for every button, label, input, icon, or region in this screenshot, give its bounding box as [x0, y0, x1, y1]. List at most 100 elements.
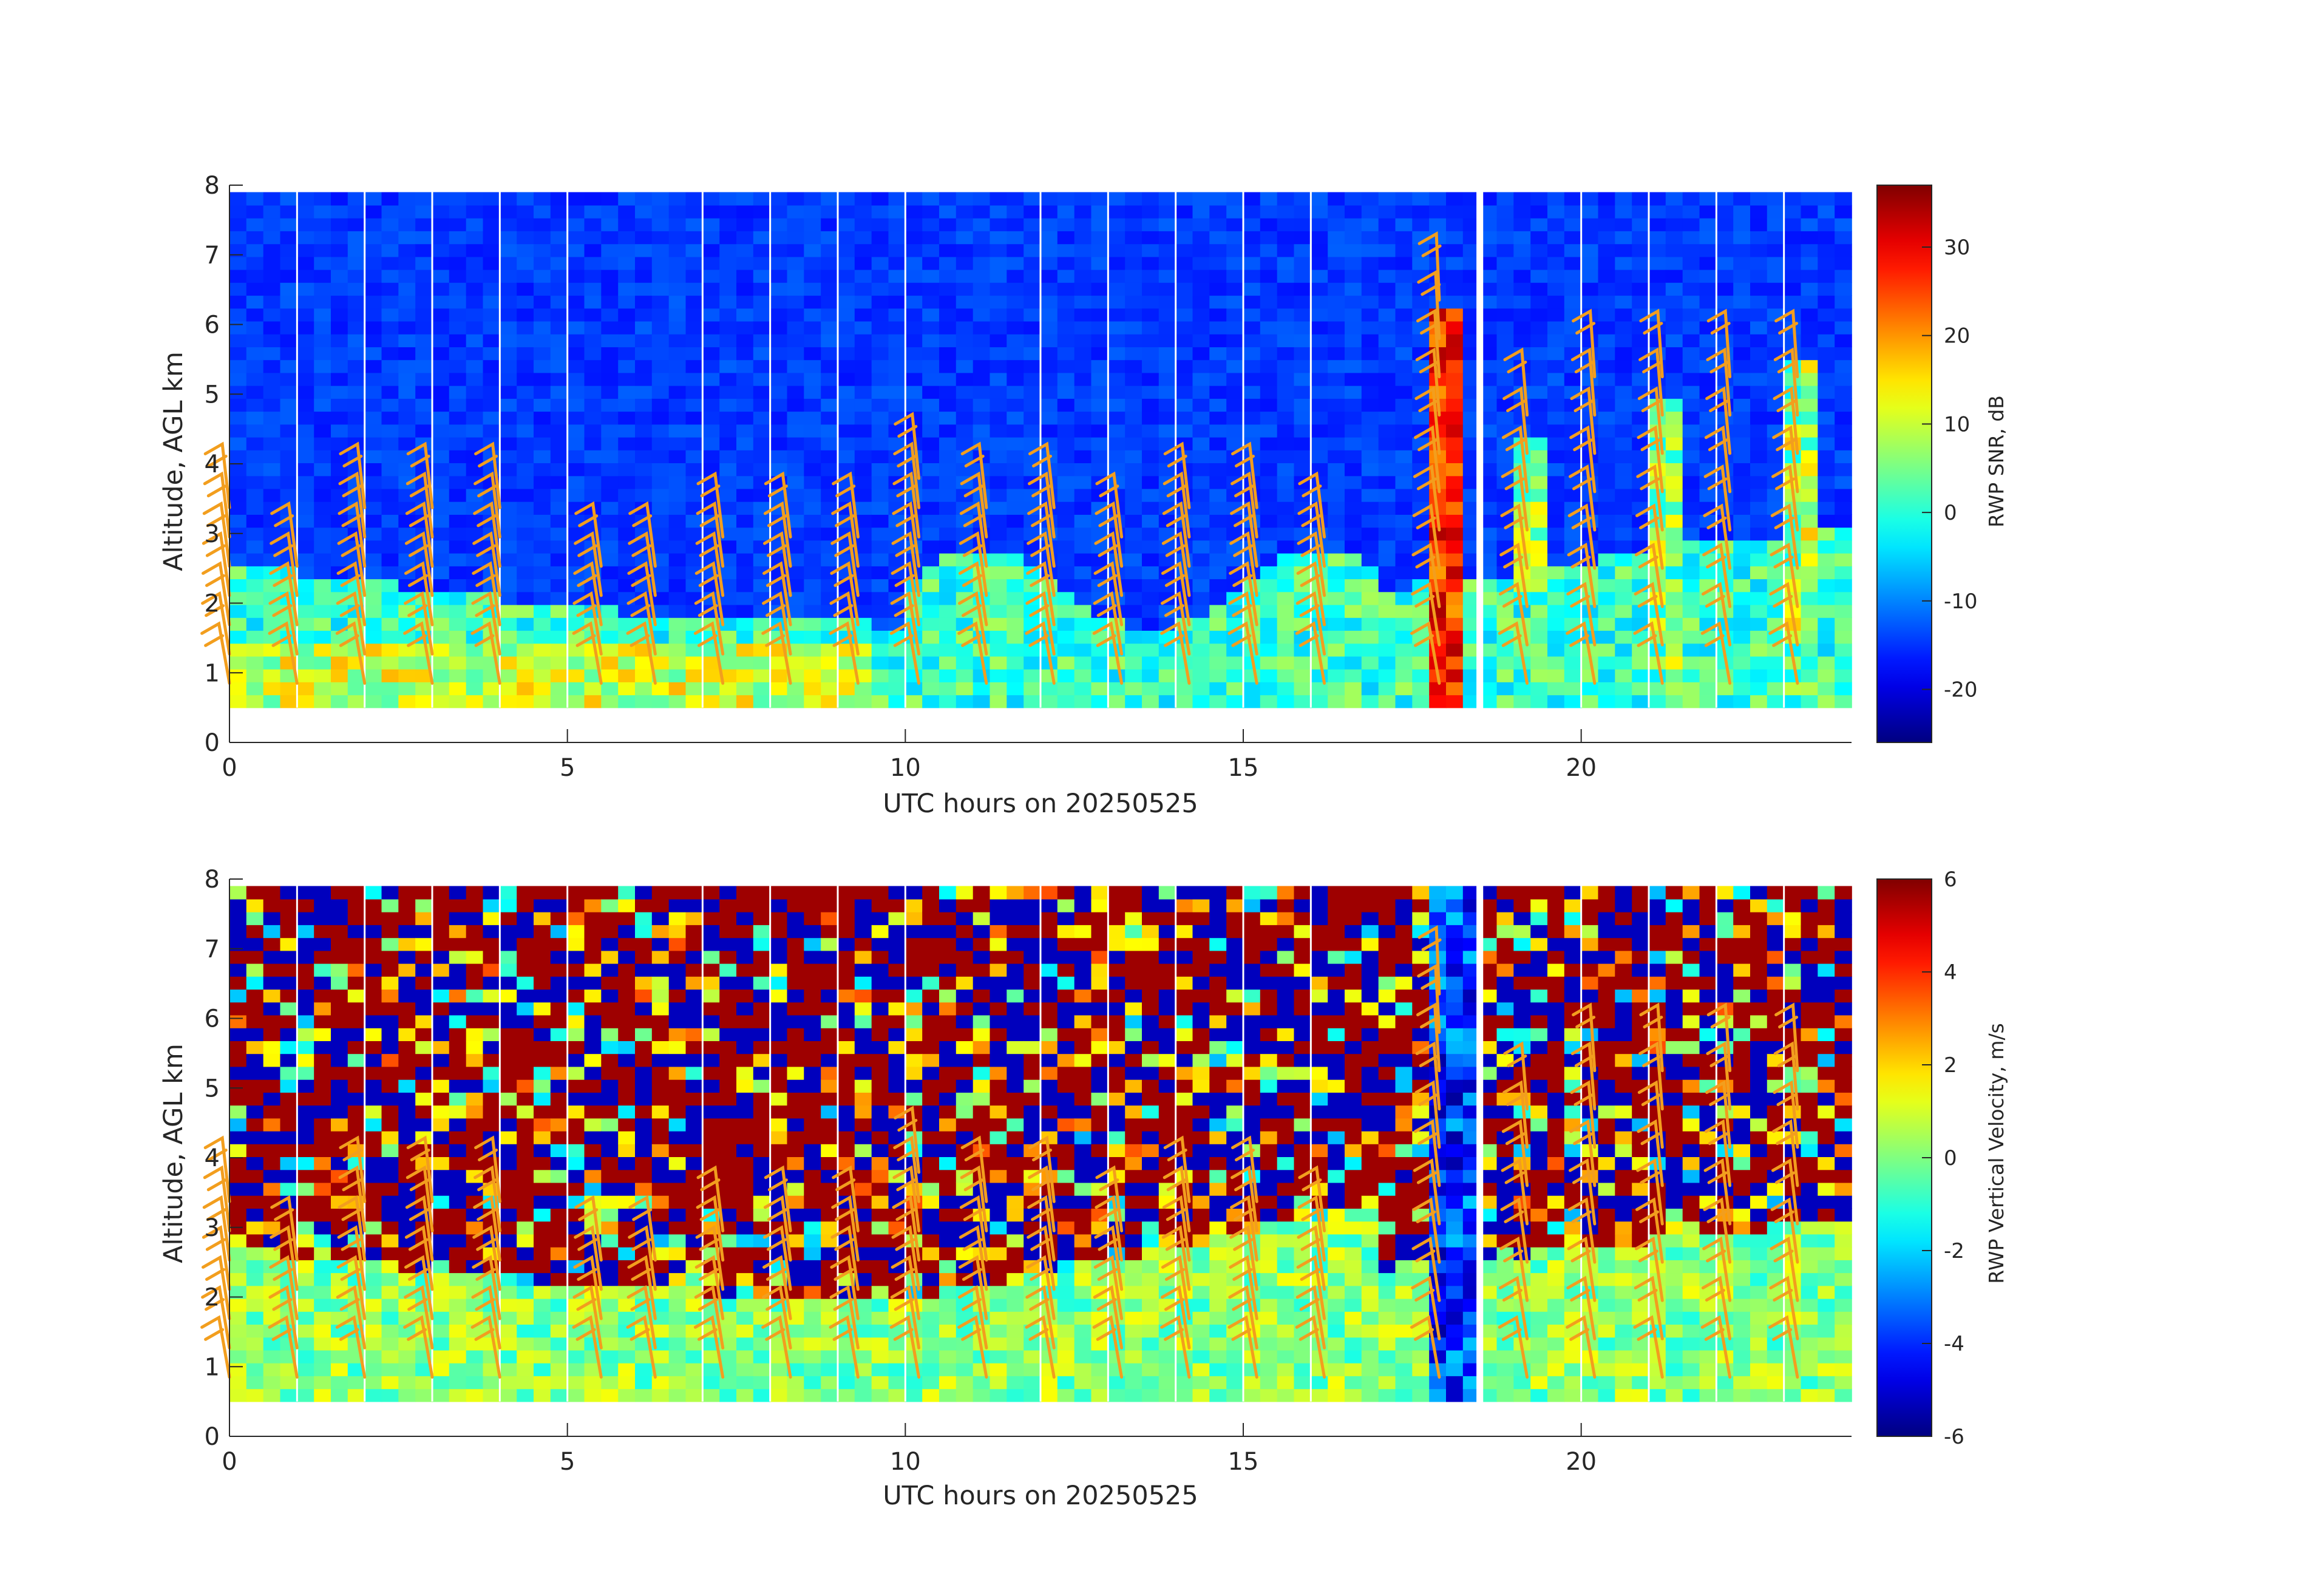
heatmap-cell: [1615, 643, 1632, 657]
heatmap-cell: [365, 1015, 382, 1028]
heatmap-cell: [483, 1015, 501, 1028]
heatmap-cell: [1615, 373, 1632, 386]
heatmap-cell: [280, 308, 298, 322]
heatmap-cell: [939, 270, 957, 283]
heatmap-cell: [382, 1208, 399, 1221]
heatmap-cell: [568, 398, 585, 412]
heatmap-cell: [534, 373, 551, 386]
heatmap-cell: [1581, 192, 1599, 206]
heatmap-cell: [1057, 282, 1075, 296]
heatmap-cell: [551, 989, 568, 1002]
heatmap-cell: [432, 1053, 450, 1067]
heatmap-cell: [500, 1002, 517, 1016]
heatmap-cell: [1818, 476, 1835, 489]
heatmap-cell: [1209, 501, 1227, 515]
heatmap-cell: [534, 514, 551, 528]
heatmap-cell: [1209, 192, 1227, 206]
heatmap-cell: [246, 1337, 264, 1351]
heatmap-cell: [382, 566, 399, 579]
heatmap-cell: [1226, 682, 1244, 695]
heatmap-cell: [905, 270, 923, 283]
heatmap-cell: [551, 1286, 568, 1299]
heatmap-cell: [246, 989, 264, 1002]
heatmap-cell: [990, 489, 1008, 502]
heatmap-cell: [348, 682, 365, 695]
heatmap-cell: [398, 605, 416, 618]
heatmap-cell: [229, 886, 247, 900]
heatmap-cell: [1835, 566, 1852, 579]
heatmap-cell: [229, 963, 247, 977]
heatmap-cell: [415, 989, 433, 1002]
heatmap-cell: [1311, 218, 1328, 231]
heatmap-cell: [618, 450, 636, 463]
heatmap-cell: [1666, 295, 1683, 308]
heatmap-cell: [297, 476, 314, 489]
heatmap-cell: [551, 694, 568, 708]
heatmap-cell: [1412, 682, 1430, 695]
heatmap-cell: [382, 257, 399, 270]
heatmap-cell: [770, 669, 788, 682]
heatmap-cell: [1176, 373, 1193, 386]
heatmap-cell: [601, 205, 619, 219]
heatmap-cell: [838, 295, 855, 308]
heatmap-cell: [1328, 630, 1345, 643]
heatmap-cell: [500, 359, 517, 373]
heatmap-cell: [1801, 527, 1819, 540]
heatmap-cell: [263, 321, 281, 334]
heatmap-cell: [246, 1324, 264, 1337]
heatmap-cell: [635, 334, 653, 347]
heatmap-cell: [229, 630, 247, 643]
heatmap-cell: [1750, 656, 1768, 670]
heatmap-cell: [1598, 630, 1616, 643]
heatmap-cell: [973, 411, 991, 424]
heatmap-cell: [517, 682, 534, 695]
heatmap-cell: [1277, 398, 1295, 412]
heatmap-cell: [500, 192, 517, 206]
heatmap-cell: [398, 963, 416, 977]
heatmap-cell: [1091, 656, 1109, 670]
heatmap-cell: [483, 347, 501, 360]
heatmap-cell: [1750, 411, 1768, 424]
heatmap-cell: [1125, 321, 1142, 334]
heatmap-cell: [618, 192, 636, 206]
heatmap-cell: [1632, 411, 1649, 424]
heatmap-cell: [1615, 592, 1632, 605]
heatmap-cell: [889, 682, 906, 695]
heatmap-cell: [314, 1002, 331, 1016]
heatmap-cell: [483, 257, 501, 270]
heatmap-cell: [534, 1208, 551, 1221]
heatmap-cell: [1547, 385, 1565, 399]
heatmap-cell: [669, 669, 687, 682]
heatmap-cell: [1412, 218, 1430, 231]
heatmap-cell: [1683, 257, 1700, 270]
heatmap-cell: [517, 656, 534, 670]
heatmap-cell: [1260, 424, 1278, 438]
heatmap-cell: [736, 694, 754, 708]
heatmap-cell: [973, 398, 991, 412]
heatmap-cell: [1243, 231, 1261, 244]
y-tick-label: 4: [205, 450, 220, 478]
heatmap-cell: [601, 899, 619, 912]
heatmap-cell: [838, 231, 855, 244]
heatmap-cell: [990, 218, 1008, 231]
heatmap-cell: [1362, 450, 1379, 463]
heatmap-cell: [449, 1388, 467, 1402]
heatmap-cell: [517, 592, 534, 605]
heatmap-cell: [1733, 231, 1751, 244]
heatmap-cell: [1379, 463, 1396, 476]
heatmap-cell: [263, 1376, 281, 1389]
heatmap-cell: [1733, 334, 1751, 347]
heatmap-cell: [365, 489, 382, 502]
heatmap-cell: [1530, 282, 1548, 296]
heatmap-cell: [449, 463, 467, 476]
heatmap-cell: [1547, 592, 1565, 605]
heatmap-cell: [1260, 553, 1278, 566]
heatmap-cell: [534, 205, 551, 219]
heatmap-cell: [415, 334, 433, 347]
heatmap-cell: [500, 1376, 517, 1389]
heatmap-cell: [331, 579, 348, 592]
heatmap-cell: [939, 411, 957, 424]
heatmap-cell: [652, 257, 670, 270]
heatmap-cell: [314, 579, 331, 592]
heatmap-cell: [297, 1092, 314, 1105]
